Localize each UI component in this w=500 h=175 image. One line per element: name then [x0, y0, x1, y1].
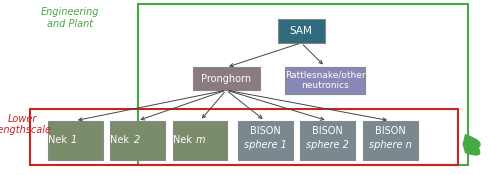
Text: BISON: BISON	[312, 126, 343, 136]
Text: 2: 2	[134, 135, 140, 145]
FancyBboxPatch shape	[110, 121, 165, 160]
Text: Nek: Nek	[110, 135, 132, 145]
PathPatch shape	[462, 134, 481, 156]
Text: Rattlesnake/other
neutronics: Rattlesnake/other neutronics	[284, 70, 366, 90]
FancyBboxPatch shape	[278, 19, 325, 43]
Text: sphere 2: sphere 2	[306, 140, 349, 150]
Text: m: m	[196, 135, 205, 145]
Text: Nek: Nek	[173, 135, 195, 145]
Text: Nek: Nek	[48, 135, 70, 145]
FancyBboxPatch shape	[285, 66, 365, 94]
Text: BISON: BISON	[250, 126, 280, 136]
Text: BISON: BISON	[374, 126, 406, 136]
Text: Pronghorn: Pronghorn	[201, 74, 252, 84]
FancyBboxPatch shape	[48, 121, 102, 160]
Text: sphere 1: sphere 1	[244, 140, 286, 150]
FancyBboxPatch shape	[238, 121, 292, 160]
FancyBboxPatch shape	[300, 121, 355, 160]
Text: SAM: SAM	[290, 26, 312, 36]
Text: Lower
Lengthscale: Lower Lengthscale	[0, 114, 52, 135]
FancyBboxPatch shape	[192, 67, 260, 90]
FancyBboxPatch shape	[362, 121, 418, 160]
Text: Engineering
and Plant: Engineering and Plant	[41, 7, 99, 29]
Text: sphere n: sphere n	[368, 140, 412, 150]
FancyBboxPatch shape	[172, 121, 228, 160]
Text: 1: 1	[71, 135, 77, 145]
